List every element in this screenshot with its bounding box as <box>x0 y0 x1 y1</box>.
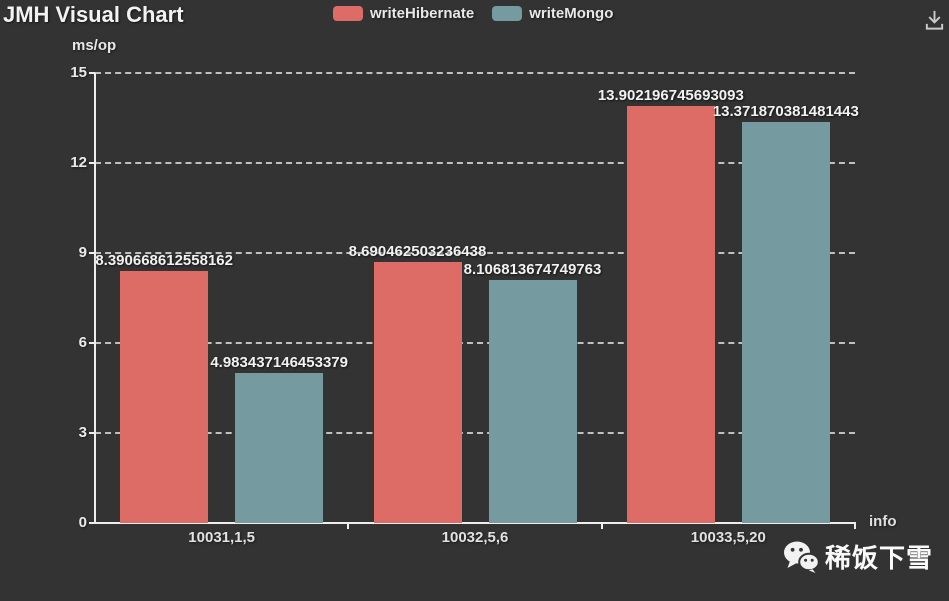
y-axis-tick-0 <box>89 522 95 524</box>
legend-label: writeMongo <box>529 5 614 22</box>
y-tick-label-12: 12 <box>70 154 87 171</box>
y-tick-label-9: 9 <box>78 244 87 261</box>
bar-writeMongo-10032,5,6 <box>488 279 577 523</box>
y-tick-label-0: 0 <box>78 514 87 531</box>
x-category-label-10032,5,6: 10032,5,6 <box>441 529 509 546</box>
y-axis-tick-6 <box>89 342 95 344</box>
bar-label-writeMongo-10031,1,5: 4.983437146453379 <box>210 354 348 372</box>
watermark: 稀饭下雪 <box>783 538 933 575</box>
y-tick-label-15: 15 <box>70 64 87 81</box>
bar-label-writeHibernate-10032,5,6: 8.690462503236438 <box>348 243 487 261</box>
y-axis-tick-3 <box>89 432 95 434</box>
bar-writeHibernate-10032,5,6 <box>373 262 462 523</box>
legend-label: writeHibernate <box>370 5 475 22</box>
x-axis-line <box>94 522 856 524</box>
watermark-text: 稀饭下雪 <box>825 543 934 573</box>
bar-label-writeMongo-10033,5,20: 13.371870381481443 <box>712 102 859 120</box>
bar-writeHibernate-10031,1,5 <box>120 271 209 523</box>
bar-writeMongo-10033,5,20 <box>741 121 830 523</box>
x-axis-tick-1 <box>347 523 350 529</box>
y-axis-name: ms/op <box>72 37 117 54</box>
gridline-15 <box>95 72 855 74</box>
bar-writeHibernate-10033,5,20 <box>626 105 715 523</box>
bar-label-writeHibernate-10031,1,5: 8.390668612558162 <box>95 252 233 270</box>
y-axis-tick-15 <box>89 72 95 74</box>
gridline-3 <box>95 432 855 434</box>
chart-legend: writeHibernate writeMongo <box>333 5 613 22</box>
download-icon <box>925 10 944 30</box>
wechat-icon <box>784 541 819 573</box>
bar-writeMongo-10031,1,5 <box>235 373 324 523</box>
legend-swatch-writeMongo <box>492 6 523 21</box>
bar-label-writeHibernate-10033,5,20: 13.902196745693093 <box>597 86 744 104</box>
gridline-9 <box>95 252 855 254</box>
chart-title: JMH Visual Chart <box>3 2 184 27</box>
gridline-12 <box>95 162 855 164</box>
bar-label-writeMongo-10032,5,6: 8.106813674749763 <box>463 260 602 278</box>
y-tick-label-3: 3 <box>78 424 87 441</box>
y-axis-tick-12 <box>89 162 95 164</box>
y-axis-tick-9 <box>89 252 95 254</box>
legend-item-writeHibernate[interactable]: writeHibernate <box>333 5 474 22</box>
gridline-6 <box>95 342 855 344</box>
save-as-image-button[interactable] <box>922 5 947 33</box>
x-axis-tick-2 <box>600 523 603 529</box>
x-category-label-10033,5,20: 10033,5,20 <box>690 529 766 546</box>
y-tick-label-6: 6 <box>78 334 87 351</box>
x-axis-name: info <box>869 513 897 530</box>
y-axis-line <box>94 73 96 523</box>
x-category-label-10031,1,5: 10031,1,5 <box>188 529 256 546</box>
legend-item-writeMongo[interactable]: writeMongo <box>492 5 613 22</box>
legend-swatch-writeHibernate <box>333 6 363 21</box>
x-axis-tick-3 <box>854 523 856 529</box>
